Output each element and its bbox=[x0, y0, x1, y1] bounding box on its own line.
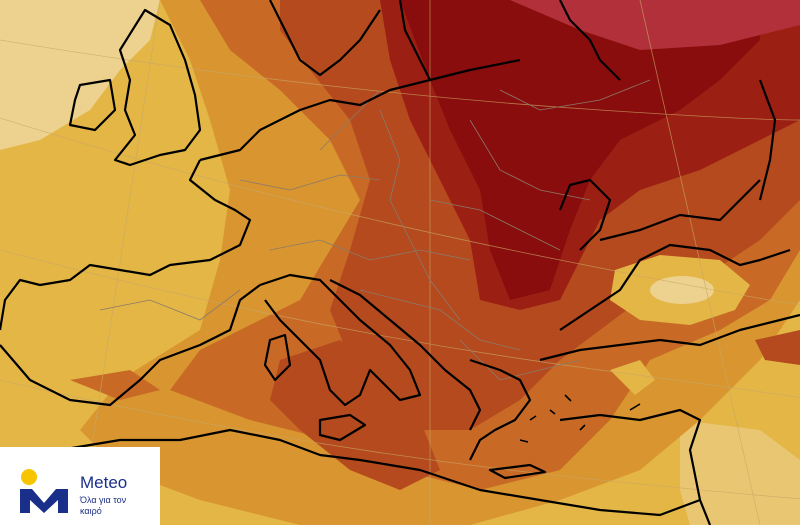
country-borders bbox=[99, 79, 651, 381]
islands bbox=[519, 394, 641, 443]
zone-orange-west bbox=[70, 370, 160, 400]
zone-pale-nw bbox=[0, 0, 160, 150]
zone-dark bbox=[400, 0, 760, 300]
zone-rust-italy bbox=[270, 340, 440, 490]
zone-pale-blacksea bbox=[650, 276, 714, 304]
meteo-logo-card: Meteo Όλα για τον καιρό bbox=[0, 447, 160, 525]
zone-pale-se bbox=[680, 420, 800, 525]
logo-brand-name: Meteo bbox=[80, 473, 128, 492]
zone-light-aegean bbox=[610, 360, 655, 395]
logo-tagline: Όλα για τον καιρό bbox=[80, 495, 127, 516]
zone-rust-east bbox=[755, 330, 800, 365]
meteo-logo-icon bbox=[20, 469, 68, 513]
zone-crimson bbox=[510, 0, 800, 50]
